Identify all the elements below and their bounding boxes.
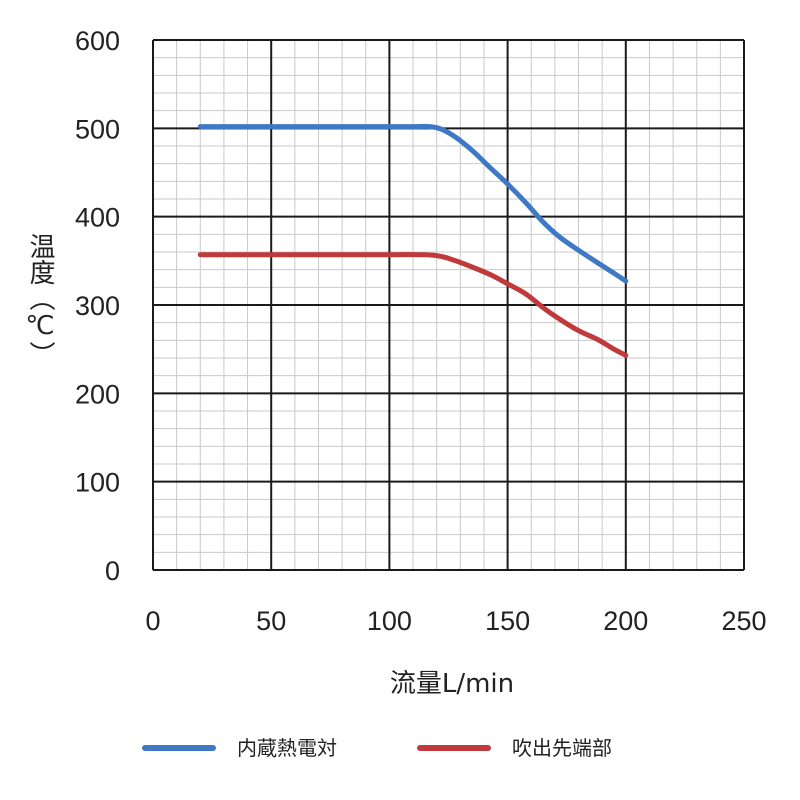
legend: 内蔵熱電対 吹出先端部 — [142, 736, 612, 760]
y-tick-label: 500 — [75, 114, 120, 144]
x-axis-title: 流量L/min — [390, 669, 514, 699]
x-tick-labels: 0 50 100 150 200 250 — [145, 606, 766, 636]
major-grid — [152, 39, 745, 571]
series-lines — [197, 123, 629, 358]
y-axis-title: 温度（℃） — [25, 233, 55, 367]
x-tick-label: 150 — [485, 606, 530, 636]
legend-label-1: 内蔵熱電対 — [237, 736, 337, 760]
y-tick-labels: 0 100 200 300 400 500 600 — [75, 26, 120, 586]
legend-label-2: 吹出先端部 — [512, 736, 612, 760]
y-tick-label: 0 — [105, 556, 120, 586]
y-tick-label: 100 — [75, 468, 120, 498]
series-line-1 — [197, 123, 629, 284]
y-tick-label: 600 — [75, 26, 120, 56]
y-tick-label: 300 — [75, 291, 120, 321]
x-tick-label: 50 — [256, 606, 286, 636]
y-tick-label: 200 — [75, 379, 120, 409]
x-tick-label: 0 — [145, 606, 160, 636]
x-tick-label: 250 — [721, 606, 766, 636]
x-tick-label: 200 — [603, 606, 648, 636]
x-tick-label: 100 — [367, 606, 412, 636]
y-tick-label: 400 — [75, 203, 120, 233]
series-line-2 — [197, 252, 629, 358]
